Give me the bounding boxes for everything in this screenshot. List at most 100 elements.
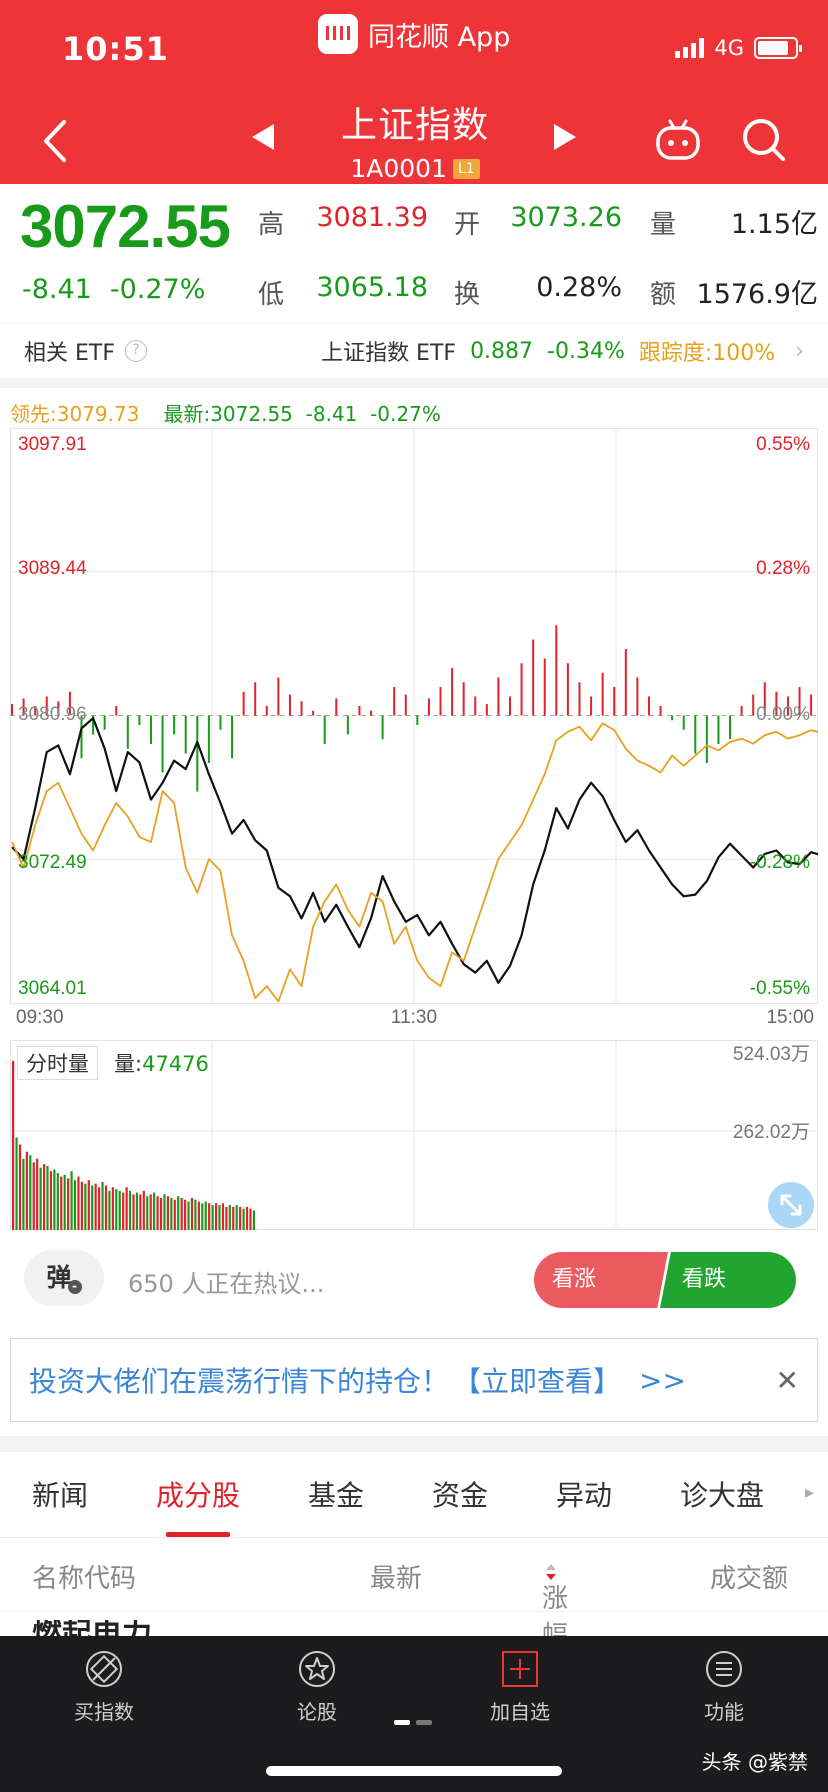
status-indicators: 4G [675, 36, 802, 60]
volume-bar [56, 1173, 59, 1230]
home-indicator[interactable] [266, 1766, 562, 1776]
breadth-bar [207, 715, 210, 763]
volume-bar [67, 1178, 70, 1230]
nav-buy-index[interactable]: 买指数 [44, 1648, 164, 1725]
danmu-off-icon: - [67, 1280, 82, 1294]
breadth-bar [300, 701, 303, 716]
quote-panel: 3072.55 -8.41 -0.27% 高 3081.39 开 3073.26 … [0, 184, 828, 324]
volume-bar [94, 1183, 97, 1230]
y-tick-label-left: 3072.49 [18, 852, 87, 873]
breadth-bar [45, 696, 48, 716]
app-badge: 同花顺 App [318, 14, 510, 54]
breadth-bar [68, 691, 71, 716]
danmu-label: 弹 [46, 1263, 72, 1292]
volume-tick-label: 524.03万 [733, 1044, 810, 1065]
robot-assistant-icon[interactable] [654, 118, 702, 162]
help-icon[interactable]: ? [125, 340, 147, 362]
column-amount[interactable]: 成交额 [710, 1564, 789, 1594]
stock-name: 上证指数 [340, 105, 489, 146]
volume-label: 量 [650, 210, 677, 240]
nav-buy-label: 买指数 [74, 1700, 134, 1724]
breadth-bar [173, 715, 176, 735]
volume-bar [111, 1187, 114, 1230]
breadth-bar [508, 696, 511, 716]
volume-bar [149, 1194, 152, 1230]
volume-bar [29, 1155, 32, 1230]
volume-bar [194, 1199, 197, 1230]
tab-constituents[interactable]: 成分股 [156, 1479, 241, 1512]
breadth-bar [346, 715, 349, 735]
volume-bar [245, 1206, 249, 1230]
tab-diagnosis[interactable]: 诊大盘 [680, 1479, 765, 1512]
vote-down-button[interactable]: 看跌 54% [660, 1252, 796, 1308]
etf-change: -0.34% [547, 338, 625, 364]
breadth-bar [34, 706, 37, 716]
vote-widget: 看涨 46% 看跌 54% [534, 1252, 796, 1308]
nav-functions[interactable]: 功能 [664, 1648, 784, 1725]
high-label: 高 [258, 210, 285, 240]
tabs-more-icon[interactable]: ▸ [804, 1482, 814, 1503]
volume-bar [239, 1206, 242, 1230]
breadth-bar [451, 668, 454, 716]
open-label: 开 [454, 210, 481, 240]
volume-bar [60, 1176, 63, 1230]
nav-functions-label: 功能 [704, 1700, 744, 1724]
breadth-bar [763, 682, 766, 716]
search-icon[interactable] [740, 116, 786, 162]
promo-banner[interactable]: 投资大佬们在震荡行情下的持仓！ 【立即查看】 >> ✕ [10, 1338, 818, 1422]
intraday-chart[interactable]: 3097.91 3089.44 3080.96 3072.49 3064.01 0.55%… [10, 428, 818, 1028]
tab-funds[interactable]: 基金 [308, 1479, 365, 1512]
volume-bar [159, 1197, 163, 1230]
column-name[interactable]: 名称代码 [32, 1564, 137, 1594]
related-etf-row[interactable]: 相关 ETF ? 上证指数 ETF 0.887 -0.34% 跟踪度:100% … [0, 324, 828, 388]
danmu-button[interactable]: 弹- [24, 1250, 104, 1306]
table-row[interactable]: 燃起电力 [32, 1620, 152, 1636]
table-header: 名称代码 最新 涨幅 成交额 [0, 1538, 828, 1651]
tab-movements[interactable]: 异动 [556, 1479, 613, 1512]
breadth-bar [312, 710, 315, 716]
nav-add-watchlist[interactable]: 加自选 [460, 1648, 580, 1725]
breadth-bar [427, 698, 430, 716]
tab-news[interactable]: 新闻 [32, 1479, 89, 1512]
app-name: 同花顺 App [368, 21, 511, 53]
back-icon[interactable] [38, 116, 72, 166]
volume-chart[interactable]: 524.03万 262.02万 [10, 1040, 818, 1232]
column-latest[interactable]: 最新 [370, 1564, 423, 1594]
price-change: -8.41 -0.27% [22, 274, 223, 305]
breadth-bar [497, 677, 500, 716]
volume-bar [53, 1169, 56, 1230]
next-stock-icon[interactable] [552, 122, 578, 152]
breadth-bar [636, 677, 639, 716]
breadth-bar [103, 715, 106, 730]
breadth-bar [92, 715, 95, 735]
volume-bar [108, 1190, 111, 1230]
volume-bar [84, 1183, 87, 1230]
prev-stock-icon[interactable] [250, 122, 276, 152]
column-change[interactable]: 涨幅 [542, 1558, 568, 1651]
volume-bar [235, 1205, 238, 1230]
volume-bar [132, 1194, 135, 1230]
breadth-bar [254, 682, 257, 716]
discussion-count[interactable]: 650 人正在热议... [128, 1270, 325, 1298]
breadth-bar [404, 694, 407, 716]
vote-up-button[interactable]: 看涨 46% [534, 1252, 668, 1308]
etf-tracking: 跟踪度:100% [638, 341, 776, 366]
banner-link[interactable]: 【立即查看】 [453, 1365, 622, 1398]
volume-tag[interactable]: 分时量 [17, 1046, 98, 1080]
breadth-bar [196, 715, 199, 792]
volume-bar [22, 1158, 25, 1230]
tab-capital[interactable]: 资金 [432, 1479, 489, 1512]
y-tick-label-left: 3089.44 [18, 558, 87, 579]
menu-icon [706, 1651, 742, 1687]
nav-discuss[interactable]: 论股 [257, 1648, 377, 1725]
add-icon [502, 1651, 538, 1687]
discussion-bar: 弹- 650 人正在热议... 看涨 46% 看跌 54% [0, 1246, 828, 1318]
volume-bar [87, 1180, 90, 1230]
expand-icon[interactable] [768, 1182, 814, 1228]
close-icon[interactable]: ✕ [775, 1363, 799, 1397]
price-line [11, 717, 818, 984]
stock-title: 上证指数 1A0001 L1 [320, 96, 510, 183]
breadth-bar [57, 701, 60, 716]
volume-bar [163, 1194, 166, 1230]
breadth-bar [335, 698, 338, 716]
